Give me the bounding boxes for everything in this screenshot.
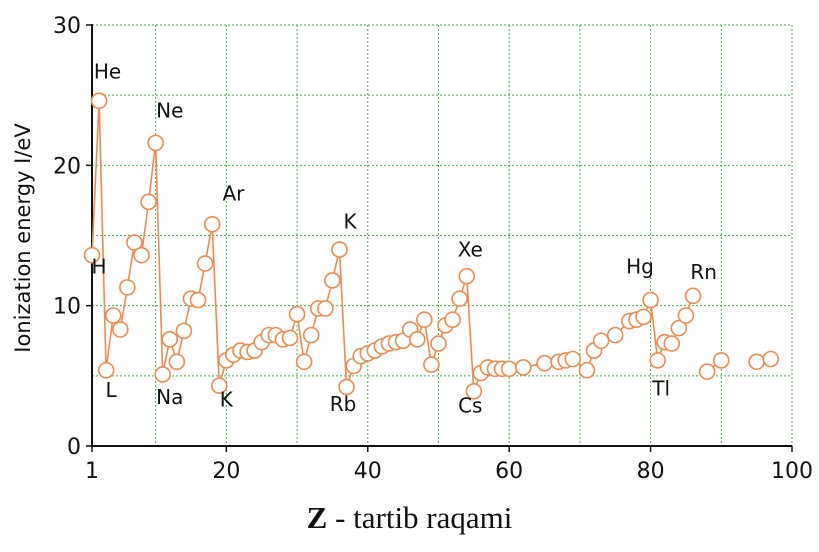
data-point [670, 319, 688, 337]
data-points [83, 92, 780, 400]
data-point [423, 356, 440, 373]
x-tick-label: 20 [212, 459, 240, 484]
data-point [649, 352, 666, 369]
data-point [154, 366, 172, 383]
element-label: K [220, 388, 234, 412]
x-tick-labels: 1 20 40 60 80 100 [85, 459, 813, 484]
data-point [500, 360, 518, 378]
data-point [684, 287, 702, 305]
data-point [677, 307, 695, 324]
grid-lines [92, 24, 793, 446]
data-point [111, 321, 129, 338]
data-point [465, 382, 483, 400]
x-tick-label: 40 [354, 459, 382, 484]
data-point [317, 300, 334, 317]
data-point [281, 329, 299, 347]
data-point [458, 267, 476, 285]
data-point [97, 361, 115, 379]
x-tick-label: 1 [85, 459, 99, 484]
element-label: Rb [330, 392, 357, 416]
data-point [451, 290, 468, 307]
data-point [140, 193, 157, 211]
data-point [175, 322, 193, 340]
element-label: Na [156, 385, 183, 409]
y-axis-label: Ionization energy I/eV [11, 123, 35, 353]
data-point [606, 326, 624, 344]
data-point [536, 354, 553, 372]
x-tick-label: 60 [495, 459, 523, 484]
data-point [90, 92, 108, 110]
data-point [196, 255, 214, 272]
data-point [564, 350, 582, 368]
x-axis-caption-rest: - tartib raqami [327, 500, 513, 535]
data-point [119, 279, 136, 296]
data-point [288, 305, 306, 323]
element-label: Hg [626, 254, 654, 278]
element-label: Tl [651, 376, 670, 400]
data-point [83, 246, 101, 264]
data-point [168, 353, 186, 371]
data-point [642, 291, 659, 309]
data-point [338, 378, 355, 396]
y-tick-labels: 0 10 20 30 [53, 14, 81, 460]
data-point [104, 307, 122, 324]
data-point [698, 363, 716, 380]
x-tick-label: 100 [771, 459, 813, 484]
data-point [416, 311, 433, 329]
y-tick-label: 10 [53, 295, 81, 320]
element-label: Ne [156, 99, 183, 123]
data-point [748, 353, 765, 371]
data-point [189, 291, 207, 309]
y-tick-label: 30 [53, 14, 81, 39]
x-tick-label: 80 [637, 459, 665, 484]
data-point [210, 377, 228, 394]
data-point [161, 331, 179, 348]
data-point [295, 353, 313, 371]
data-point [592, 332, 610, 350]
data-point [515, 359, 532, 376]
element-annotations: H He L Ne Na Ar K K Rb Xe Cs Hg Tl Rn [92, 59, 717, 417]
data-point [302, 326, 320, 344]
data-point [578, 361, 596, 379]
element-label: He [94, 59, 121, 83]
axes [86, 24, 793, 452]
element-label: Xe [458, 238, 483, 262]
data-point [126, 234, 143, 251]
data-point [408, 331, 426, 348]
y-tick-label: 20 [53, 154, 81, 179]
data-point [324, 272, 341, 289]
data-point [712, 352, 730, 369]
y-tick-label: 0 [67, 435, 81, 460]
data-point [444, 311, 461, 329]
x-axis-caption-bold: Z [306, 500, 328, 535]
data-point [331, 241, 348, 258]
data-point [147, 134, 164, 152]
data-point [203, 215, 221, 233]
element-label: L [106, 378, 118, 402]
element-label: Rn [690, 260, 717, 284]
element-label: H [92, 254, 107, 278]
data-point [430, 335, 447, 352]
data-point [635, 308, 652, 326]
element-label: K [344, 209, 358, 233]
data-point [663, 335, 681, 352]
x-axis-caption: Z - tartib raqami [0, 500, 819, 536]
element-label: Ar [222, 181, 245, 205]
data-point [762, 350, 780, 368]
data-point [133, 246, 150, 264]
element-label: Cs [458, 393, 482, 417]
